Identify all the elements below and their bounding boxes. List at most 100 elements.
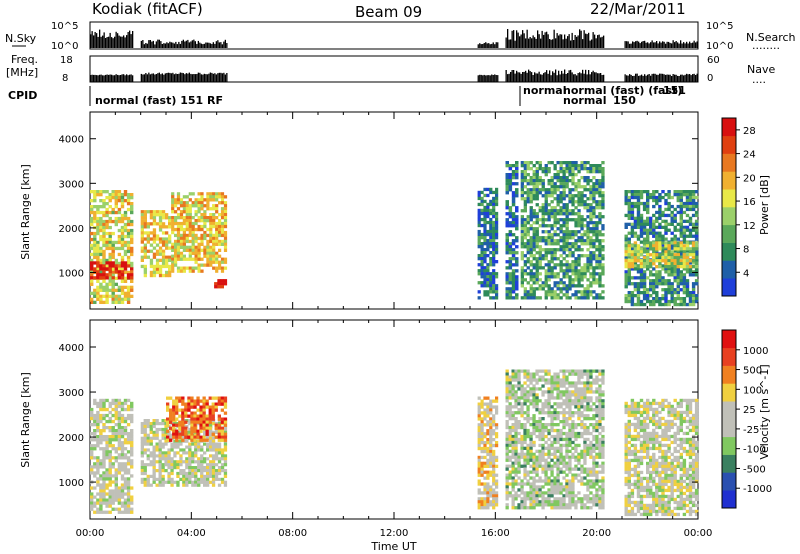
power-cell [120, 240, 125, 245]
power-cell [483, 278, 487, 282]
power-cell [586, 233, 590, 237]
power-cell [130, 193, 134, 197]
power-cell [630, 291, 635, 295]
power-cell [676, 285, 680, 289]
power-cell [108, 255, 112, 260]
velocity-cell [111, 507, 115, 511]
velocity-cell [117, 510, 122, 514]
power-cell [652, 231, 656, 235]
power-cell [642, 270, 647, 274]
velocity-cell [505, 408, 509, 412]
power-cell [155, 249, 160, 253]
power-cell [547, 239, 551, 243]
power-cell [114, 246, 118, 251]
power-cell [529, 176, 533, 180]
velocity-cell [214, 442, 219, 446]
velocity-cell [220, 432, 224, 436]
power-cell [679, 207, 683, 212]
power-cell [179, 227, 184, 232]
power-cell [646, 228, 650, 232]
velocity-cell [176, 471, 180, 476]
power-cell [200, 207, 204, 211]
power-cell [535, 203, 539, 207]
power-cell [541, 182, 545, 186]
power-cell [535, 269, 539, 273]
power-cell [111, 270, 115, 275]
power-cell [215, 257, 219, 261]
velocity-cell [169, 438, 173, 442]
power-cell [571, 194, 575, 198]
velocity-cell [181, 402, 185, 406]
power-cell [120, 205, 125, 209]
velocity-cell [483, 443, 487, 448]
power-cell [670, 294, 674, 298]
velocity-cell [492, 458, 496, 462]
velocity-cell [130, 495, 134, 499]
power-cell [580, 233, 584, 237]
power-cell [574, 272, 578, 276]
mini-bar [514, 40, 516, 48]
power-cell [515, 281, 519, 285]
mini-bar [568, 70, 570, 82]
mini-bar [214, 73, 216, 82]
mini-bar [547, 34, 549, 48]
power-cell [658, 279, 662, 283]
power-cell [562, 242, 566, 246]
velocity-cell [217, 417, 221, 421]
velocity-cell [105, 477, 109, 481]
power-cell [111, 231, 115, 236]
power-cell [182, 266, 186, 270]
power-cell [520, 194, 524, 198]
power-cell [667, 207, 671, 212]
velocity-cell [108, 456, 112, 460]
power-cell [592, 254, 596, 258]
velocity-cell [102, 447, 106, 451]
power-cell [565, 170, 569, 174]
velocity-cell [181, 417, 185, 421]
velocity-cell [505, 420, 509, 424]
power-cell [171, 204, 175, 208]
power-cell [673, 193, 677, 197]
power-cell [538, 248, 542, 252]
power-cell [580, 284, 584, 288]
power-cell [583, 164, 587, 168]
velocity-cell [486, 470, 490, 474]
power-cell [655, 276, 659, 280]
velocity-cell [483, 506, 487, 510]
power-cell [191, 251, 195, 255]
power-cell [505, 266, 509, 270]
velocity-cell [105, 492, 109, 496]
velocity-cell [105, 471, 109, 475]
power-cell [664, 270, 668, 274]
velocity-cell [194, 480, 198, 484]
velocity-cell [187, 414, 191, 418]
velocity-cell [130, 465, 134, 469]
power-cell [223, 210, 228, 214]
power-cell [586, 296, 590, 300]
velocity-cell [477, 491, 481, 495]
power-cell [673, 302, 677, 307]
velocity-cell [505, 375, 509, 379]
power-cell [553, 209, 557, 213]
power-cell [526, 239, 530, 243]
power-cell [571, 197, 575, 201]
power-cell [120, 285, 125, 289]
power-cell [658, 255, 662, 259]
velocity-cell [194, 466, 198, 470]
mini-bar [546, 70, 548, 82]
velocity-cell [114, 429, 118, 433]
power-cell [571, 281, 575, 285]
velocity-cell [152, 433, 156, 437]
power-cell [495, 290, 499, 294]
power-cell [571, 236, 575, 240]
power-cell [568, 287, 572, 291]
power-cell [492, 190, 496, 195]
power-cell [592, 200, 596, 204]
power-cell [589, 188, 593, 192]
power-cell [182, 245, 186, 249]
velocity-cell [123, 441, 128, 445]
velocity-cell [514, 393, 518, 397]
mini-bar [513, 30, 515, 48]
velocity-cell [179, 442, 183, 446]
power-cell [483, 223, 487, 228]
